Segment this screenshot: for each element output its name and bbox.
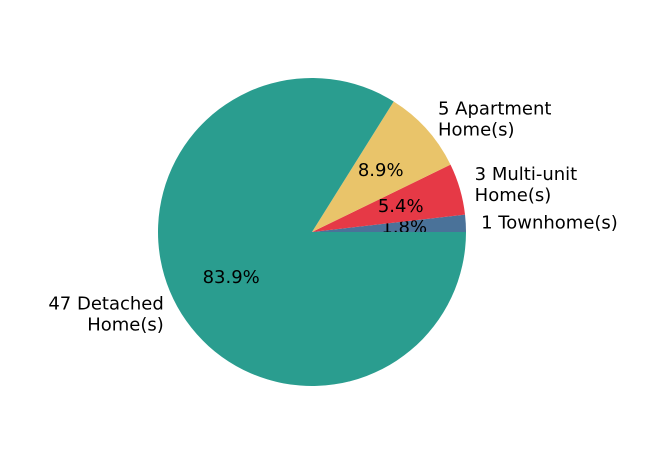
pie-slice — [312, 164, 466, 232]
pie-slice — [312, 101, 451, 232]
pie-slice — [158, 78, 466, 386]
pie-slice — [312, 214, 466, 232]
slice-label: 47 Detached Home(s) — [48, 294, 163, 336]
slice-label: 5 Apartment Home(s) — [438, 98, 551, 140]
slice-label: 1 Townhome(s) — [481, 212, 618, 233]
slice-percent-label: 8.9% — [358, 160, 404, 181]
slice-percent-label: 83.9% — [203, 267, 260, 288]
slice-label: 3 Multi-unit Home(s) — [475, 164, 578, 206]
slice-percent-label: 5.4% — [378, 196, 424, 217]
